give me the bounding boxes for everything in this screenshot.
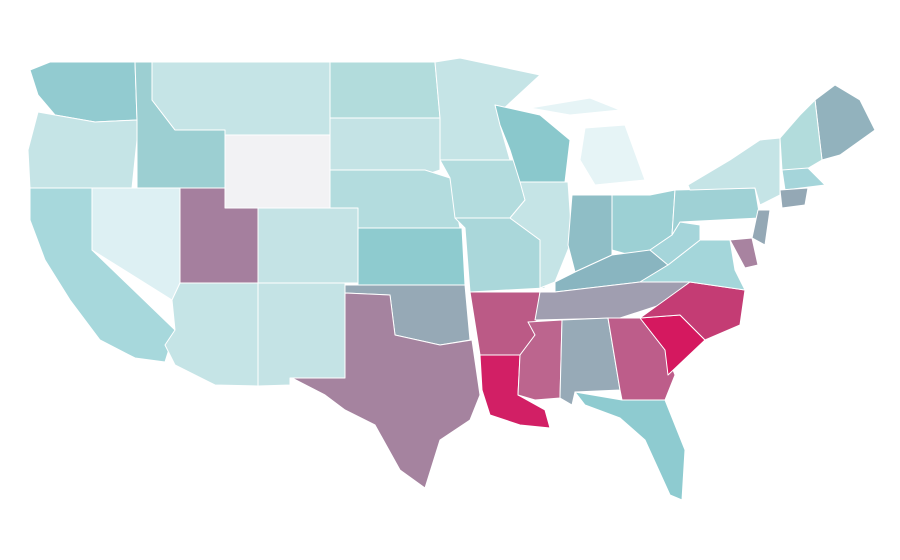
state: [329, 61, 441, 119]
state: [729, 237, 759, 269]
state: [151, 61, 331, 136]
state: [257, 282, 346, 387]
state: [751, 209, 771, 246]
state: [509, 181, 573, 289]
state: [291, 292, 481, 489]
state: [164, 282, 259, 387]
state: [257, 207, 359, 284]
state: [639, 239, 746, 291]
state: [27, 111, 138, 189]
state: [529, 97, 646, 186]
state: [224, 134, 331, 209]
state: [687, 137, 781, 206]
state: [357, 227, 466, 286]
state: [779, 187, 809, 209]
state: [574, 391, 686, 501]
state: [781, 167, 826, 191]
state: [329, 117, 441, 176]
state: [779, 99, 823, 171]
state: [814, 84, 876, 161]
